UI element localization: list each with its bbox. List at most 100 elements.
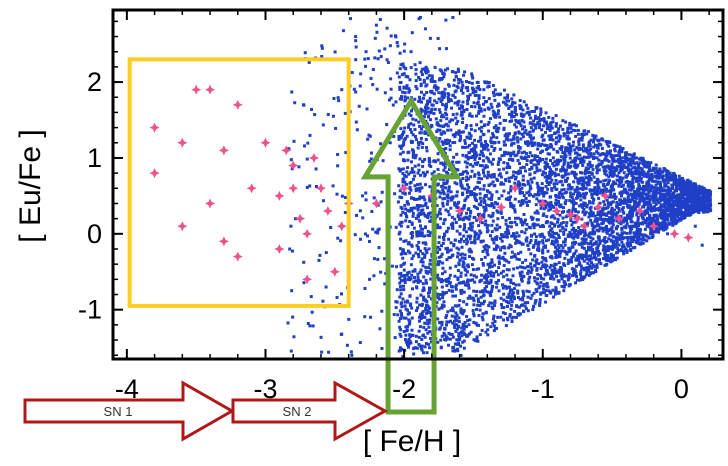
model-point xyxy=(429,267,433,271)
model-point xyxy=(519,274,523,278)
model-point xyxy=(508,312,512,316)
model-point xyxy=(542,257,546,261)
model-point xyxy=(581,210,585,214)
model-point xyxy=(404,175,408,179)
model-point xyxy=(582,180,586,184)
model-point xyxy=(409,109,413,113)
model-point xyxy=(467,80,471,84)
model-point xyxy=(441,197,445,201)
model-point xyxy=(329,226,333,230)
model-point xyxy=(421,142,425,146)
model-point xyxy=(564,224,568,228)
model-point xyxy=(576,163,580,167)
model-point xyxy=(425,110,429,114)
model-point xyxy=(424,107,428,111)
model-point xyxy=(592,134,596,138)
model-point xyxy=(441,279,445,283)
model-point xyxy=(537,199,541,203)
model-point xyxy=(588,213,592,217)
model-point xyxy=(502,161,506,165)
model-point xyxy=(479,295,483,299)
model-point xyxy=(425,90,429,94)
model-point xyxy=(446,95,450,99)
model-point xyxy=(683,207,687,211)
model-point xyxy=(433,107,437,111)
model-point xyxy=(630,198,634,202)
model-point xyxy=(593,219,597,223)
model-point xyxy=(610,227,614,231)
model-point xyxy=(539,206,543,210)
model-point xyxy=(398,285,402,289)
model-point xyxy=(385,123,389,127)
model-point xyxy=(572,236,576,240)
model-point xyxy=(465,302,469,306)
model-point xyxy=(341,29,345,33)
model-point xyxy=(416,146,420,150)
model-point xyxy=(456,325,460,329)
model-point xyxy=(614,159,618,163)
model-point xyxy=(419,107,423,111)
model-point xyxy=(451,113,455,117)
model-point xyxy=(509,185,513,189)
model-point xyxy=(478,290,482,294)
model-point xyxy=(306,321,310,325)
model-point xyxy=(634,196,638,200)
model-point xyxy=(419,173,423,177)
model-point xyxy=(486,170,490,174)
model-point xyxy=(444,111,448,115)
model-point xyxy=(660,208,664,212)
model-point xyxy=(580,267,584,271)
model-point xyxy=(473,187,477,191)
model-point xyxy=(395,41,399,45)
model-point xyxy=(501,255,505,259)
model-point xyxy=(566,261,570,265)
model-point xyxy=(399,288,403,292)
model-point xyxy=(417,163,421,167)
model-point xyxy=(505,259,509,263)
model-point xyxy=(576,177,580,181)
model-point xyxy=(440,98,444,102)
model-point xyxy=(631,166,635,170)
model-point xyxy=(504,222,508,226)
model-point xyxy=(459,179,463,183)
model-point xyxy=(498,115,502,119)
model-point xyxy=(401,256,405,260)
model-point xyxy=(425,146,429,150)
model-point xyxy=(311,324,315,328)
model-point xyxy=(447,213,451,217)
model-point xyxy=(604,139,608,143)
model-point xyxy=(641,199,645,203)
model-point xyxy=(446,199,450,203)
model-point xyxy=(483,174,487,178)
model-point xyxy=(631,193,635,197)
model-point xyxy=(448,281,452,285)
model-point xyxy=(611,159,615,163)
model-point xyxy=(625,236,629,240)
model-point xyxy=(551,271,555,275)
model-point xyxy=(474,321,478,325)
model-point xyxy=(404,136,408,140)
model-point xyxy=(462,280,466,284)
model-point xyxy=(550,256,554,260)
model-point xyxy=(619,222,623,226)
model-point xyxy=(481,262,485,266)
model-point xyxy=(292,139,296,143)
model-point xyxy=(487,120,491,124)
model-point xyxy=(427,342,431,346)
model-point xyxy=(529,265,533,269)
model-point xyxy=(505,299,509,303)
model-point xyxy=(508,112,512,116)
model-point xyxy=(492,274,496,278)
model-point xyxy=(324,285,328,289)
model-point xyxy=(548,175,552,179)
model-point xyxy=(534,126,538,130)
model-point xyxy=(447,331,451,335)
model-point xyxy=(503,134,507,138)
model-point xyxy=(653,189,657,193)
model-point xyxy=(619,201,623,205)
model-point xyxy=(576,210,580,214)
model-point xyxy=(528,172,532,176)
model-point xyxy=(553,216,557,220)
model-point xyxy=(603,247,607,251)
model-point xyxy=(486,333,490,337)
